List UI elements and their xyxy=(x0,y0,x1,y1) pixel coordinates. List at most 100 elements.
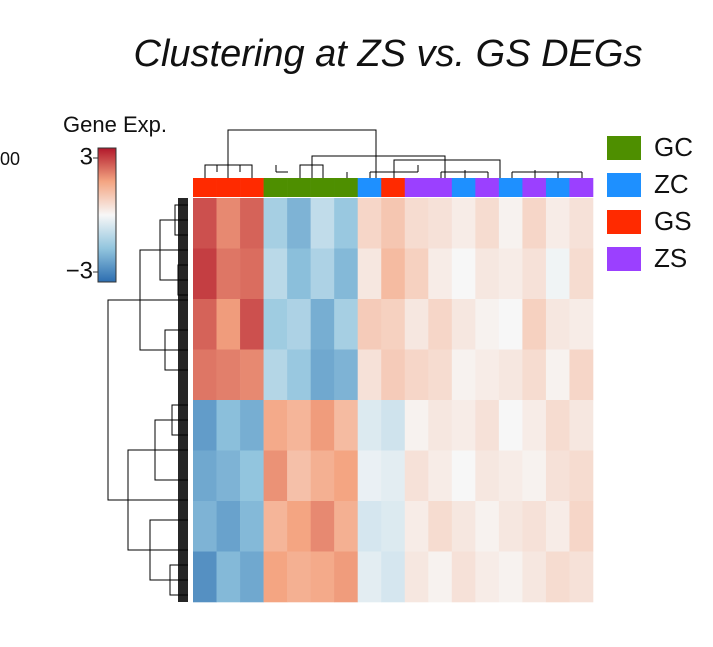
heatmap-cell xyxy=(428,349,453,401)
column-annotation xyxy=(287,178,311,197)
heatmap-cell xyxy=(263,198,288,249)
heatmap-cell xyxy=(216,501,241,552)
heatmap-cell xyxy=(216,299,241,350)
heatmap-cell xyxy=(263,450,288,502)
heatmap-cell xyxy=(263,299,288,350)
heatmap-cell xyxy=(381,198,406,249)
heatmap-cell xyxy=(569,198,594,249)
heatmap-cell xyxy=(287,400,311,451)
column-annotation xyxy=(263,178,288,197)
heatmap-cell xyxy=(522,450,547,502)
heatmap-cell xyxy=(310,450,335,502)
heatmap-cell xyxy=(263,248,288,300)
heatmap-cell xyxy=(381,450,406,502)
heatmap-cell xyxy=(357,400,382,451)
heatmap-cell xyxy=(498,400,523,451)
heatmap-cell xyxy=(357,349,382,401)
heatmap-cell xyxy=(451,501,476,552)
heatmap-cell xyxy=(404,248,429,300)
heatmap-cell xyxy=(404,551,429,603)
heatmap-cell xyxy=(451,450,476,502)
heatmap-cell xyxy=(193,349,217,401)
heatmap-cell xyxy=(240,198,264,249)
heatmap-cell xyxy=(545,198,570,249)
column-annotation xyxy=(475,178,500,197)
heatmap-cell xyxy=(334,400,359,451)
heatmap-cell xyxy=(404,450,429,502)
heatmap-cell xyxy=(287,248,311,300)
legend-swatch xyxy=(607,173,641,197)
heatmap-cell xyxy=(381,400,406,451)
heatmap-cell xyxy=(545,400,570,451)
heatmap-cell xyxy=(498,198,523,249)
heatmap-cell xyxy=(545,299,570,350)
heatmap-cell xyxy=(310,501,335,552)
heatmap-cell xyxy=(522,198,547,249)
heatmap-cell xyxy=(404,198,429,249)
heatmap-cell xyxy=(310,400,335,451)
heatmap-cell xyxy=(475,400,500,451)
heatmap-cell xyxy=(498,299,523,350)
heatmap-cell xyxy=(569,501,594,552)
heatmap-cell xyxy=(263,501,288,552)
heatmap-cell xyxy=(569,248,594,300)
chart-title: Clustering at ZS vs. GS DEGs xyxy=(134,33,643,75)
heatmap-cell xyxy=(334,248,359,300)
heatmap-cell xyxy=(522,501,547,552)
heatmap-cell xyxy=(545,551,570,603)
column-annotation xyxy=(498,178,523,197)
heatmap-cell xyxy=(475,248,500,300)
heatmap-cell xyxy=(475,450,500,502)
legend-label: GC xyxy=(654,132,693,162)
row-dendrogram xyxy=(107,204,188,596)
heatmap-cell xyxy=(357,501,382,552)
heatmap-cell xyxy=(381,501,406,552)
heatmap-cell xyxy=(569,400,594,451)
heatmap-cell xyxy=(287,349,311,401)
heatmap-cell xyxy=(545,450,570,502)
heatmap-cell xyxy=(545,349,570,401)
heatmap-cell xyxy=(240,349,264,401)
heatmap-cell xyxy=(451,248,476,300)
heatmap-cell xyxy=(193,198,217,249)
heatmap-cell xyxy=(428,248,453,300)
column-annotation xyxy=(428,178,453,197)
heatmap-cell xyxy=(334,551,359,603)
column-annotation xyxy=(357,178,382,197)
heatmap-cell xyxy=(240,400,264,451)
legend-label: GS xyxy=(654,206,692,236)
heatmap-cell xyxy=(475,299,500,350)
column-annotation xyxy=(310,178,335,197)
heatmap-cell xyxy=(428,198,453,249)
heatmap-cell xyxy=(381,248,406,300)
heatmap-cell xyxy=(381,299,406,350)
colorbar xyxy=(97,147,117,283)
heatmap-cell xyxy=(310,551,335,603)
heatmap-cell xyxy=(240,501,264,552)
heatmap-cell xyxy=(498,501,523,552)
heatmap-cell xyxy=(216,248,241,300)
heatmap-cell xyxy=(334,299,359,350)
heatmap-cell xyxy=(545,248,570,300)
heatmap-cell xyxy=(193,551,217,603)
heatmap-cell xyxy=(263,349,288,401)
heatmap-cell xyxy=(498,551,523,603)
heatmap-cell xyxy=(404,501,429,552)
heatmap-cell xyxy=(428,299,453,350)
side-text: 00 xyxy=(0,149,20,169)
legend-swatch xyxy=(607,136,641,160)
column-annotation xyxy=(545,178,570,197)
column-annotation xyxy=(451,178,476,197)
legend-swatch xyxy=(607,210,641,234)
heatmap-cell xyxy=(193,450,217,502)
heatmap-cell xyxy=(310,248,335,300)
heatmap-cell xyxy=(310,349,335,401)
heatmap-cell xyxy=(263,551,288,603)
heatmap-cell xyxy=(193,248,217,300)
column-annotation xyxy=(522,178,547,197)
column-annotation xyxy=(216,178,241,197)
heatmap-cell xyxy=(451,299,476,350)
heatmap-cell xyxy=(428,501,453,552)
heatmap-cell xyxy=(569,349,594,401)
